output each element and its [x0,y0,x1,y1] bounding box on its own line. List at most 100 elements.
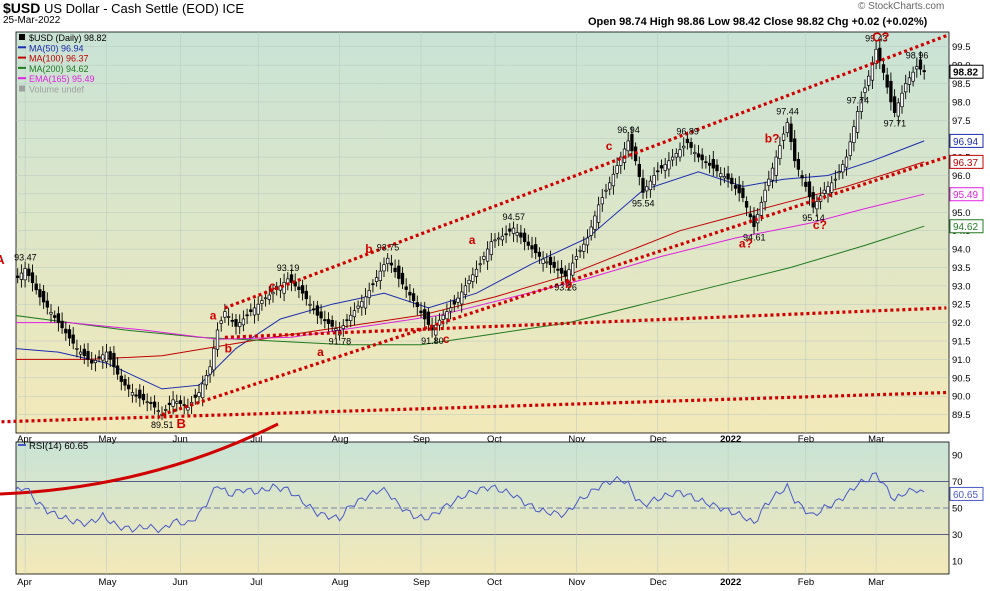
candle-body [770,167,775,181]
wave-label: a? [739,237,753,251]
price-tick-label: 91.0 [952,355,971,366]
candle-body [711,159,715,169]
rsi-x-tick-label: Aug [332,577,349,588]
candle-body [604,189,608,192]
price-annotation: 93.75 [377,242,400,252]
rsi-tick-label: 70 [952,477,963,488]
candle-body [530,245,534,250]
legend-label: EMA(165) 95.49 [29,74,95,84]
candle-body [300,285,305,294]
candle-body [86,351,90,360]
candle-body [648,180,653,191]
candle-body [559,267,564,274]
candle-body [563,270,567,277]
candle-body [178,400,183,404]
price-x-tick-label: Jun [173,434,188,445]
price-annotation: 94.61 [743,233,766,243]
stockcharts-logo: © StockCharts.com [858,1,945,12]
candle-body [478,263,482,266]
candle-body [141,393,146,401]
candle-body [585,237,590,246]
candle-body [752,215,756,227]
candle-body [545,261,549,264]
candle-body [763,189,767,203]
legend-label: $USD (Daily) 98.82 [29,33,107,43]
candle-body [515,232,519,236]
candle-body [215,329,220,350]
price-annotation: 91.78 [329,337,352,347]
candle-body [212,348,216,371]
wave-label: c [269,279,276,293]
candle-body [49,311,53,315]
price-annotation: 94.57 [503,212,526,222]
candle-body [167,402,172,406]
candle-body [312,308,316,311]
price-tick-label: 92.5 [952,300,971,311]
rsi-x-tick-label: Mar [868,577,884,588]
wave-label: A [0,252,5,267]
price-annotation: 89.51 [151,420,174,430]
candle-body [349,314,353,321]
wave-label: c? [813,218,827,232]
candle-body [345,319,349,322]
candle-body [123,379,127,386]
candle-body [223,311,227,318]
candle-body [78,351,83,355]
candle-body [101,354,105,361]
candle-body [127,384,131,390]
candle-body [411,293,416,301]
candle-body [493,239,497,242]
candle-body [593,215,597,230]
wave-label: a [210,308,217,322]
candle-body [297,286,301,290]
price-tick-label: 91.5 [952,337,971,348]
candle-body [452,300,456,305]
rsi-tick-label: 30 [952,530,963,541]
candle-body [582,243,586,252]
candle-body [341,325,345,329]
candle-body [489,241,493,255]
candle-body [386,257,390,265]
candle-body [500,235,505,241]
price-tick-label: 96.0 [952,171,971,182]
red-arc [0,422,279,496]
last-value-box [949,154,984,169]
candle-body [171,399,175,407]
candle-body [374,277,379,282]
candle-body [245,314,249,317]
candle-body [689,142,693,148]
candle-body [208,366,212,375]
price-tick-label: 94.0 [952,245,971,256]
candle-body [404,286,408,290]
candle-body [822,189,826,194]
candle-body [56,313,61,323]
candle-body [497,237,501,240]
candle-body [400,272,405,285]
candle-body [663,164,667,171]
candle-body [415,302,419,308]
price-x-tick-label: Mar [868,434,884,445]
candle-body [800,175,804,179]
legend-label: MA(200) 94.62 [29,64,89,74]
candle-body [408,291,412,296]
price-annotation: 98.96 [906,51,929,61]
candle-body [334,328,338,331]
rsi-tick-label: 10 [952,556,963,567]
candle-body [541,258,545,264]
candle-body [289,274,294,283]
candle-body [726,173,730,180]
candle-body [767,178,771,186]
ohlc-summary: Open 98.74 High 98.86 Low 98.42 Close 98… [588,16,928,28]
legend-swatch [19,85,25,92]
candle-body [282,282,286,294]
candle-body [230,319,234,322]
candle-body [844,156,849,168]
candle-body [674,153,678,158]
wave-label: c [606,139,613,153]
candle-body [204,375,209,386]
candle-body [149,401,153,404]
candle-body [423,309,427,320]
candle-body [837,171,841,174]
legend-label: Volume undef [29,85,85,95]
candle-body [556,268,560,271]
